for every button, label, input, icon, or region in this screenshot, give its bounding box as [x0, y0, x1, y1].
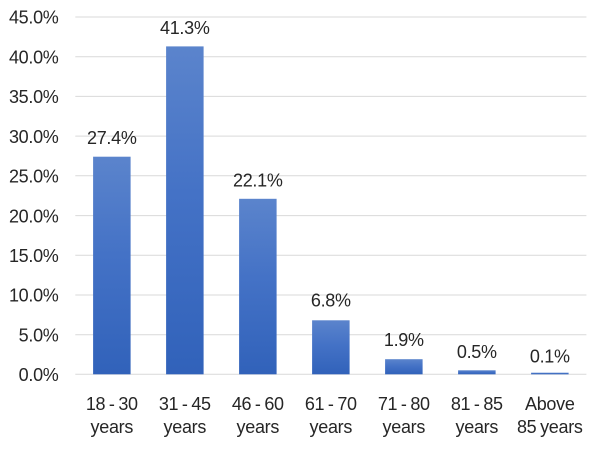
svg-text:61 - 70: 61 - 70 [305, 394, 357, 414]
svg-text:years: years [456, 417, 499, 437]
svg-text:71 - 80: 71 - 80 [378, 394, 430, 414]
svg-text:20.0%: 20.0% [9, 206, 59, 226]
svg-text:40.0%: 40.0% [9, 47, 59, 67]
svg-text:years: years [91, 417, 134, 437]
svg-text:45.0%: 45.0% [9, 8, 59, 28]
svg-text:85 years: 85 years [517, 417, 583, 437]
svg-text:1.9%: 1.9% [384, 330, 424, 350]
svg-text:years: years [164, 417, 207, 437]
svg-text:years: years [383, 417, 426, 437]
svg-text:0.1%: 0.1% [530, 346, 570, 366]
svg-text:15.0%: 15.0% [9, 246, 59, 266]
svg-text:10.0%: 10.0% [9, 286, 59, 306]
svg-text:31 - 45: 31 - 45 [159, 394, 211, 414]
svg-text:0.5%: 0.5% [457, 342, 497, 362]
svg-text:22.1%: 22.1% [233, 170, 283, 190]
svg-text:46 - 60: 46 - 60 [232, 394, 284, 414]
svg-text:5.0%: 5.0% [19, 325, 59, 345]
svg-text:Above: Above [525, 394, 575, 414]
svg-text:35.0%: 35.0% [9, 87, 59, 107]
svg-text:6.8%: 6.8% [311, 291, 351, 311]
svg-text:41.3%: 41.3% [160, 18, 210, 38]
svg-text:81 - 85: 81 - 85 [451, 394, 503, 414]
svg-text:27.4%: 27.4% [87, 128, 137, 148]
svg-text:30.0%: 30.0% [9, 127, 59, 147]
svg-text:years: years [237, 417, 280, 437]
svg-text:0.0%: 0.0% [19, 365, 59, 385]
svg-text:years: years [310, 417, 353, 437]
svg-text:25.0%: 25.0% [9, 167, 59, 187]
svg-text:18 - 30: 18 - 30 [86, 394, 138, 414]
